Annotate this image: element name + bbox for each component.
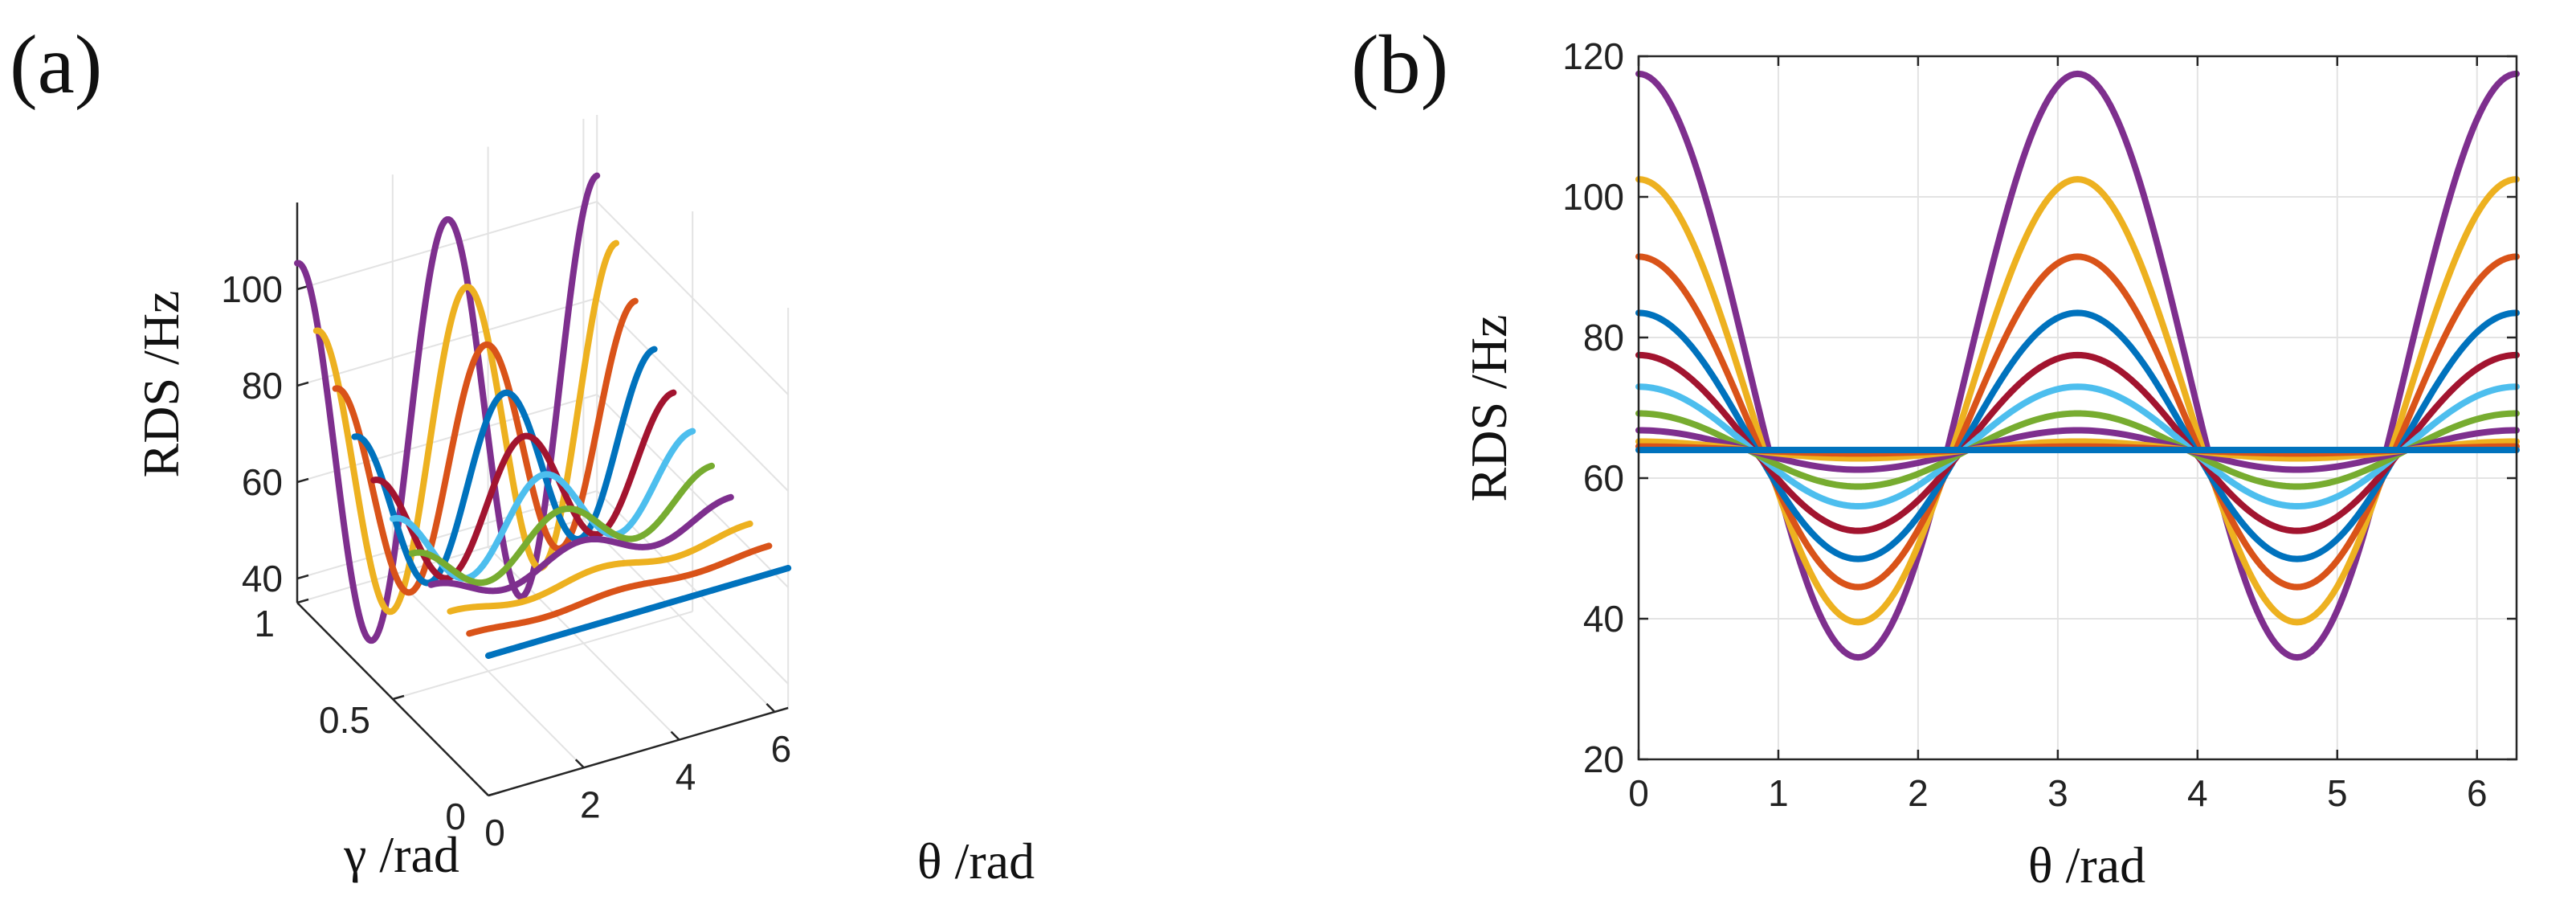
theta-tick-label: 2 xyxy=(580,783,601,825)
theta-tick-mark xyxy=(574,759,585,769)
y-tick-label: 20 xyxy=(1583,738,1624,780)
z-tick-label: 80 xyxy=(242,365,283,407)
series-line-3d xyxy=(466,542,773,637)
series-line-3d xyxy=(332,297,639,596)
series-line-3d xyxy=(427,493,734,595)
panel-b-y-axis-title: RDS /Hz xyxy=(1460,315,1517,502)
series-line xyxy=(1635,351,2520,534)
series-line xyxy=(1635,427,2520,473)
x-tick-label: 3 xyxy=(2047,772,2068,814)
y-tick-label: 60 xyxy=(1583,457,1624,499)
gamma-tick-mark xyxy=(488,791,500,797)
series-line xyxy=(1635,253,2520,591)
z-tick-mark xyxy=(296,381,309,387)
gamma-tick-label: 0 xyxy=(445,796,466,837)
y-tick-label: 120 xyxy=(1562,35,1624,77)
series-line-3d xyxy=(351,346,658,587)
theta-tick-mark xyxy=(670,730,680,741)
theta-tick-label: 0 xyxy=(484,812,505,853)
panel-a-series xyxy=(294,172,792,659)
gamma-tick-label: 1 xyxy=(254,603,275,644)
panel-b-tick-labels: 0 1 2 3 4 5 6 20 40 60 80 100 120 xyxy=(1562,35,2487,814)
panel-b-axes xyxy=(1637,55,2518,761)
x-tick-label: 6 xyxy=(2467,772,2488,814)
theta-tick-mark xyxy=(765,703,776,713)
z-tick-mark xyxy=(296,477,309,484)
gridline-gamma-floor xyxy=(392,611,693,700)
gamma-tick-mark xyxy=(296,598,309,604)
x-tick-label: 5 xyxy=(2327,772,2348,814)
panel-a-x-axis-title: θ /rad xyxy=(917,832,1035,890)
x-tick-label: 4 xyxy=(2187,772,2208,814)
panel-b-axes-box xyxy=(1637,55,2518,761)
y-tick-label: 100 xyxy=(1562,176,1624,218)
x-tick-label: 1 xyxy=(1768,772,1789,814)
z-tick-label: 100 xyxy=(221,268,283,310)
panel-b-plot-area xyxy=(1639,56,2517,759)
y-tick-label: 80 xyxy=(1583,317,1624,358)
panel-b-series xyxy=(1635,70,2520,661)
series-line-3d xyxy=(485,564,792,659)
series-line xyxy=(1635,309,2520,562)
panel-a-label: (a) xyxy=(10,18,102,111)
gridline-z-back xyxy=(296,201,598,290)
panel-b-x-axis-title: θ /rad xyxy=(2028,837,2145,894)
z-tick-mark xyxy=(296,574,309,580)
panel-a-y-axis-title: γ /rad xyxy=(343,826,459,883)
gridline-z-back xyxy=(296,394,598,483)
panel-a-3d-plot: (a) 40 60 80 100 0 0.5 1 0 2 4 6 RDS /Hz γ /rad θ … xyxy=(10,18,1035,890)
theta-tick-mark xyxy=(480,787,489,796)
panel-a-z-axis-title: RDS /Hz xyxy=(133,291,190,478)
panel-b-2d-plot: (b) 0 1 2 3 4 5 6 20 40 60 80 100 120 RDS /Hz θ /rad xyxy=(1351,18,2520,894)
series-line xyxy=(1635,410,2520,490)
theta-tick-label: 4 xyxy=(676,756,696,798)
series-line-3d xyxy=(408,462,716,587)
panel-b-label: (b) xyxy=(1351,18,1448,111)
z-tick-label: 40 xyxy=(242,558,283,599)
panel-a-tick-labels: 40 60 80 100 0 0.5 1 0 2 4 6 xyxy=(221,268,791,853)
gamma-tick-mark xyxy=(392,694,405,701)
series-line xyxy=(1635,383,2520,509)
x-tick-label: 0 xyxy=(1628,772,1649,814)
series-line-3d xyxy=(447,520,753,615)
theta-tick-label: 6 xyxy=(771,728,792,770)
gamma-tick-label: 0.5 xyxy=(319,699,370,741)
z-tick-label: 60 xyxy=(242,461,283,503)
y-tick-label: 40 xyxy=(1583,598,1624,640)
theta-axis-line xyxy=(488,706,789,797)
x-tick-label: 2 xyxy=(1908,772,1929,814)
